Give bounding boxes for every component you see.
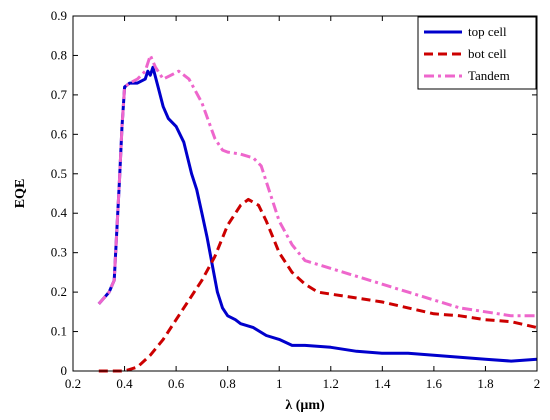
x-tick-label: 1.2 (323, 376, 339, 391)
axis-tick-labels: 0.2 0.4 0.6 0.8 1 1.2 1.4 1.6 1.8 2 0 0.1 0.2 0.3 0.4 0… (51, 8, 541, 391)
legend-box (417, 16, 537, 90)
y-tick-label: 0.5 (51, 166, 67, 181)
y-axis-title: EQE (13, 179, 28, 209)
y-tick-label: 0.8 (51, 47, 67, 62)
y-tick-label: 0.2 (51, 284, 67, 299)
y-tick-label: 0.7 (51, 87, 68, 102)
x-tick-label: 0.4 (116, 376, 133, 391)
y-tick-label: 0.4 (51, 205, 68, 220)
x-axis-title: λ (μm) (285, 398, 325, 413)
x-tick-label: 2 (534, 376, 541, 391)
series-line-top-cell (97, 65, 538, 363)
x-tick-label: 1.8 (477, 376, 493, 391)
legend-label: Tandem (468, 68, 510, 83)
legend-label: top cell (468, 24, 507, 39)
y-tick-label: 0.1 (51, 324, 67, 339)
series-line-tandem (97, 53, 537, 318)
y-tick-label: 0 (61, 363, 68, 378)
plot-lines (97, 53, 538, 373)
x-tick-label: 0.2 (65, 376, 81, 391)
x-tick-label: 0.8 (220, 376, 236, 391)
x-tick-label: 1 (276, 376, 283, 391)
legend: top cell bot cell Tandem (417, 16, 537, 90)
x-tick-label: 0.6 (168, 376, 185, 391)
legend-label: bot cell (468, 46, 507, 61)
plot-frame (72, 15, 538, 372)
y-tick-label: 0.3 (51, 245, 67, 260)
x-tick-label: 1.6 (426, 376, 443, 391)
y-tick-label: 0.9 (51, 8, 67, 23)
y-tick-label: 0.6 (51, 126, 68, 141)
x-tick-label: 1.4 (374, 376, 391, 391)
series-line-bot-cell (98, 197, 538, 373)
